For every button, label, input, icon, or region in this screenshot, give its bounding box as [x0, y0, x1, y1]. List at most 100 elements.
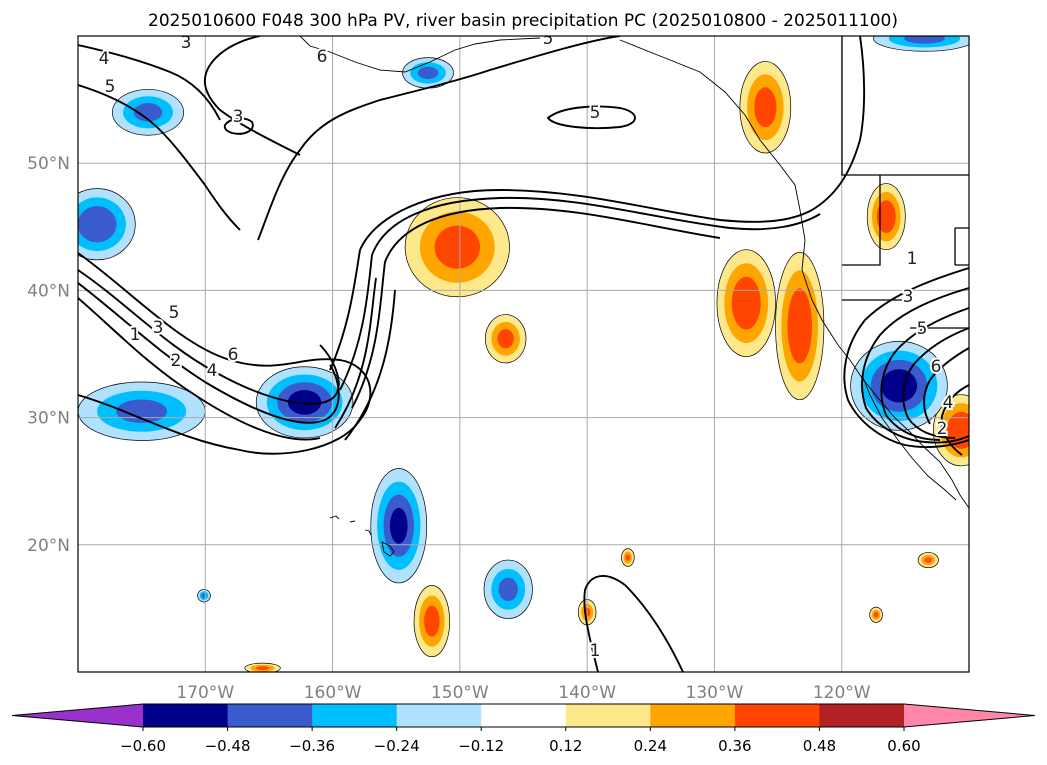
precip-blob-19 [112, 89, 184, 136]
precip-blob-12 [244, 662, 281, 672]
baja-california-coastline [861, 374, 957, 501]
precip-shade-level [880, 369, 918, 403]
pv-contour-label-5d: 5 [543, 29, 554, 49]
pv-contour-label-4b: 4 [99, 49, 110, 69]
pv-contour [78, 282, 340, 424]
colorbar-tick-labels: −0.60 −0.48 −0.36 −0.24 −0.12 0.12 0.24 0.36 0.4… [120, 727, 921, 755]
pv-contour [78, 44, 221, 121]
lon-tick-label: 150°W [431, 683, 489, 703]
precip-shade-level [754, 87, 777, 128]
precip-blob-16 [370, 468, 428, 584]
pv-contour [78, 297, 321, 441]
precip-shade-level [417, 66, 439, 79]
colorbar-segment [396, 704, 482, 727]
pv-contour [334, 277, 377, 429]
precip-blob-14 [78, 188, 136, 261]
precip-shade-level [873, 612, 879, 618]
north-america-west-coast [619, 39, 969, 509]
chart-title: 2025010600 F048 300 hPa PV, river basin … [148, 11, 898, 31]
hawaii-islands [329, 515, 395, 557]
longitude-tick-labels: 170°W 160°W 150°W 140°W 130°W 120°W [176, 683, 870, 703]
pv-contour [351, 206, 721, 409]
precip-blob-11 [917, 552, 939, 569]
map-frame [77, 35, 970, 673]
precip-shade-level [946, 411, 969, 449]
precip-blob-22 [197, 588, 211, 603]
pv-contour-label-5: 5 [169, 303, 180, 323]
precip-shade-level [731, 276, 761, 330]
pv-contour [902, 327, 969, 439]
precip-shade-level [924, 557, 932, 563]
precip-blob-7 [413, 585, 451, 658]
lon-tick-label: 160°W [304, 683, 362, 703]
precip-shade-level [787, 288, 812, 364]
precip-shade-level [78, 206, 117, 243]
precip-blob-1 [484, 314, 527, 364]
pv-contour [546, 105, 636, 130]
political-borders [841, 36, 969, 329]
pv-contour [78, 252, 372, 455]
pv-contour-label-3b: 3 [181, 33, 192, 53]
lat-tick-label: 30°N [27, 409, 70, 429]
pv-contour [880, 307, 969, 441]
colorbar-extend-low [12, 704, 143, 727]
pv-contour-label-3c: 3 [233, 107, 244, 127]
pv-contour-label-1b: 1 [590, 641, 601, 661]
precip-blob-4 [739, 61, 792, 154]
pv-contour [583, 575, 684, 672]
precip-blob-20 [402, 57, 454, 89]
precip-blob-21 [873, 36, 969, 52]
precip-shade-level [904, 36, 945, 44]
lon-tick-label: 170°W [176, 683, 234, 703]
pv-contour-label-4c: 4 [943, 393, 954, 413]
latitude-tick-labels: 20°N 30°N 40°N 50°N [27, 154, 70, 556]
lon-tick-label: 140°W [558, 683, 616, 703]
precip-blob-17 [483, 559, 533, 619]
precip-blob-5 [866, 183, 906, 251]
colorbar-tick-label: −0.60 [120, 737, 166, 755]
precip-shade-level [287, 390, 322, 415]
precip-blob-18 [850, 340, 948, 431]
coastlines [299, 36, 969, 557]
pv-contour [203, 36, 301, 156]
pv-contour-label-5b: 5 [105, 77, 116, 97]
precip-blob-2 [716, 249, 776, 357]
precip-shade-level [389, 507, 408, 544]
precip-shade-level [256, 666, 269, 671]
lon-tick-label: 120°W [813, 683, 871, 703]
pv-contour-label-5e: 5 [917, 319, 928, 339]
colorbar-tick-label: 0.48 [803, 737, 836, 755]
alaska-coastline [299, 36, 541, 73]
pv-contour-label-5c: 5 [590, 103, 601, 123]
pv-contour-label-6c: 6 [931, 357, 942, 377]
precip-pc-shading [78, 36, 969, 672]
pv-contour [78, 84, 241, 231]
pv-contour-label-2: 2 [171, 351, 182, 371]
pv-contour [923, 347, 969, 425]
colorbar-extend-high [904, 704, 1035, 727]
pv-contour-label-3: 3 [153, 318, 164, 338]
precip-blob-9 [621, 548, 635, 567]
us-state-lines [842, 175, 969, 329]
pv-contour [861, 287, 969, 444]
precip-blob-0 [404, 197, 510, 298]
colorbar-tick-label: −0.24 [374, 737, 420, 755]
lat-tick-label: 20°N [27, 536, 70, 556]
pv-contour-label-2b: 2 [937, 419, 948, 439]
precip-shade-level [876, 200, 896, 233]
precip-blob-10 [869, 606, 883, 623]
precip-shade-level [625, 554, 631, 561]
pv-contours [78, 36, 969, 672]
colorbar-segment [227, 704, 313, 727]
colorbar-segment [481, 704, 567, 727]
map-content: 1 2 3 4 5 6 4 5 3 6 3 5 5 1 1 3 5 6 4 2 [78, 29, 969, 672]
pv-contour-label-3d: 3 [903, 287, 914, 307]
colorbar-tick-label: 0.12 [549, 737, 582, 755]
precip-shade-level [497, 329, 514, 349]
precip-shade-level [424, 605, 440, 637]
precip-shade-level [434, 225, 481, 269]
colorbar-segment [734, 704, 820, 727]
colorbar-tick-label: 0.60 [887, 737, 920, 755]
precip-shade-level [133, 103, 163, 122]
